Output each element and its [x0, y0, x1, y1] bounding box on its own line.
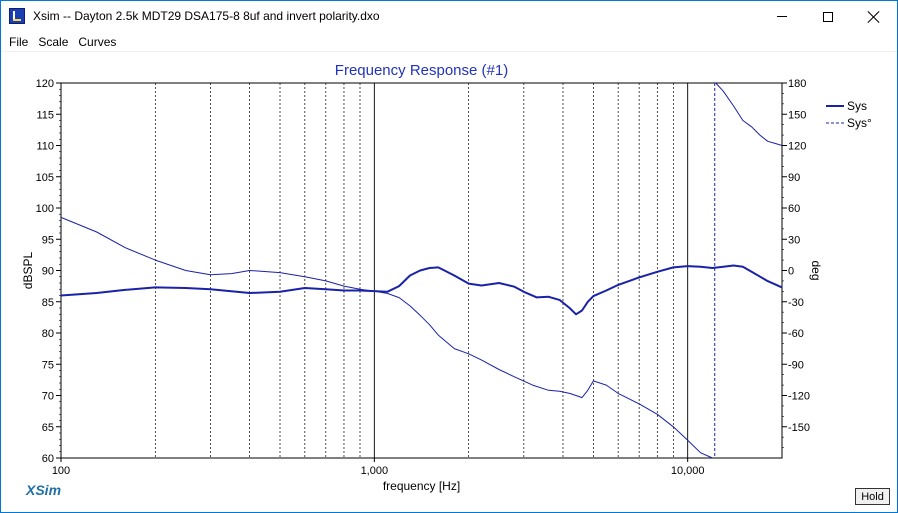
menu-curves[interactable]: Curves: [78, 34, 117, 49]
y-tick-label: 105: [36, 172, 54, 184]
y-tick-label: 70: [42, 391, 54, 403]
y-tick-label: 95: [42, 234, 54, 246]
y-tick-label: 85: [42, 297, 54, 309]
y-tick-label: 115: [36, 109, 54, 121]
y2-tick-label: -90: [788, 359, 804, 371]
y2-tick-label: -60: [788, 328, 804, 340]
legend-label: Sys°: [847, 116, 872, 130]
frequency-response-chart[interactable]: 120 115 110 105 100 95 90 85 80 75 70 65 60 180 150 120…: [0, 52, 896, 511]
y-tick-label: 120: [36, 78, 54, 90]
x-tick-label: 1,000: [361, 465, 389, 477]
close-button[interactable]: [851, 1, 897, 32]
y-tick-label: 75: [42, 359, 54, 371]
x-tick-label: 10,000: [671, 465, 705, 477]
menu-bar: File Scale Curves: [1, 32, 897, 52]
close-icon: [868, 11, 880, 23]
xsim-app-icon[interactable]: [9, 8, 25, 24]
y2-tick-label: 30: [788, 234, 800, 246]
phase-curve: [60, 216, 713, 459]
y-tick-label: 60: [42, 453, 54, 465]
spl-curve: [60, 264, 783, 316]
y2-axis-label: deg: [809, 260, 823, 280]
maximize-button[interactable]: [805, 1, 851, 32]
minimize-button[interactable]: [759, 1, 805, 32]
y2-tick-label: -150: [788, 422, 810, 434]
y-tick-label: 110: [36, 141, 54, 153]
y2-tick-label: 60: [788, 203, 800, 215]
y-tick-label: 90: [42, 266, 54, 278]
y2-tick-label: -120: [788, 391, 810, 403]
menu-scale[interactable]: Scale: [38, 34, 69, 49]
phase-curve: [715, 82, 783, 146]
y-axis-label: dBSPL: [21, 251, 35, 289]
y-tick-label: 100: [36, 203, 54, 215]
hold-button[interactable]: Hold: [855, 488, 890, 505]
xsim-logo: XSim: [25, 482, 61, 498]
chart-title: Frequency Response (#1): [335, 62, 508, 79]
maximize-icon: [823, 11, 833, 22]
x-axis-label: frequency [Hz]: [383, 479, 460, 493]
y2-tick-label: 0: [788, 266, 794, 278]
title-bar[interactable]: Xsim -- Dayton 2.5k MDT29 DSA175-8 8uf a…: [1, 1, 897, 32]
window-title: Xsim -- Dayton 2.5k MDT29 DSA175-8 8uf a…: [33, 9, 380, 23]
y-tick-label: 80: [42, 328, 54, 340]
minimize-icon: [777, 16, 787, 17]
y2-tick-label: 150: [788, 109, 806, 121]
legend-label: Sys: [847, 99, 867, 113]
x-tick-label: 100: [52, 465, 70, 477]
y2-tick-label: 120: [788, 141, 806, 153]
y2-tick-label: -30: [788, 297, 804, 309]
y2-tick-label: 180: [788, 78, 806, 90]
y2-tick-label: 90: [788, 172, 800, 184]
y-tick-label: 65: [42, 422, 54, 434]
menu-file[interactable]: File: [9, 34, 29, 49]
